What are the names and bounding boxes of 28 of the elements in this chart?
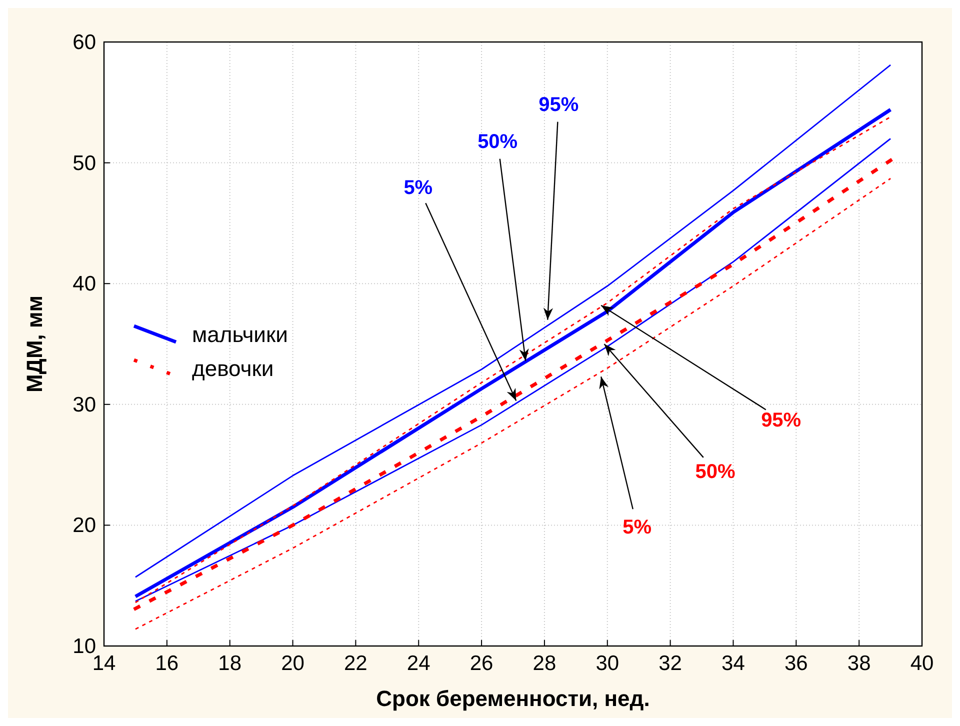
x-tick-label: 16	[155, 652, 179, 675]
y-tick-label: 30	[72, 393, 96, 416]
annotation: 50%	[695, 461, 736, 483]
x-tick-label: 26	[470, 652, 494, 675]
x-tick-label: 32	[658, 652, 682, 675]
x-tick-label: 38	[847, 652, 871, 675]
legend-label: девочки	[192, 356, 274, 381]
annotation: 95%	[761, 409, 802, 432]
y-tick-label: 50	[72, 152, 96, 175]
x-tick-label: 30	[596, 652, 620, 675]
x-tick-label: 34	[722, 652, 746, 675]
annotation: 5%	[404, 176, 433, 199]
annotation: 5%	[622, 516, 652, 539]
x-tick-label: 36	[784, 652, 808, 675]
x-tick-label: 18	[218, 652, 242, 675]
y-axis-title: МДМ, мм	[22, 295, 47, 393]
x-tick-label: 20	[281, 652, 304, 675]
x-tick-label: 40	[910, 652, 934, 675]
y-tick-label: 60	[72, 31, 96, 54]
y-tick-label: 20	[72, 514, 96, 538]
annotation: 95%	[538, 94, 579, 116]
x-tick-label: 28	[532, 652, 556, 675]
x-tick-label: 24	[406, 652, 431, 675]
legend-label: мальчики	[192, 322, 288, 347]
x-tick-label: 22	[344, 652, 368, 675]
y-tick-label: 40	[72, 272, 96, 296]
x-axis-title: Срок беременности, нед.	[376, 686, 650, 711]
annotation: 50%	[478, 130, 518, 153]
